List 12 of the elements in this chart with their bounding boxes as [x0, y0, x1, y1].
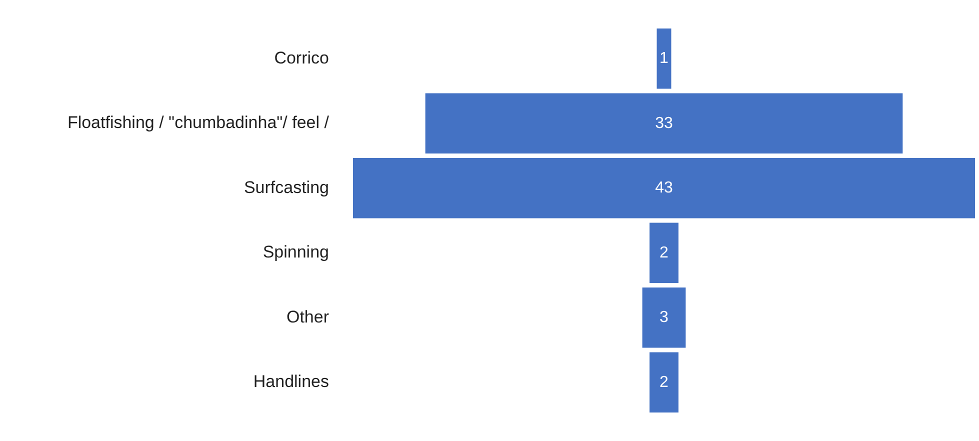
category-label: Handlines: [253, 372, 329, 392]
data-label: 1: [660, 50, 669, 67]
data-label: 3: [660, 309, 669, 326]
data-label: 43: [655, 180, 673, 197]
data-label: 2: [660, 374, 669, 391]
category-label: Floatfishing / "chumbadinha"/ feel /: [67, 113, 330, 132]
category-label: Corrico: [274, 48, 329, 68]
category-label: Surfcasting: [244, 178, 329, 197]
category-label: Other: [286, 307, 330, 326]
data-label: 33: [655, 114, 673, 132]
category-label: Spinning: [262, 242, 329, 262]
data-label: 2: [660, 244, 669, 262]
